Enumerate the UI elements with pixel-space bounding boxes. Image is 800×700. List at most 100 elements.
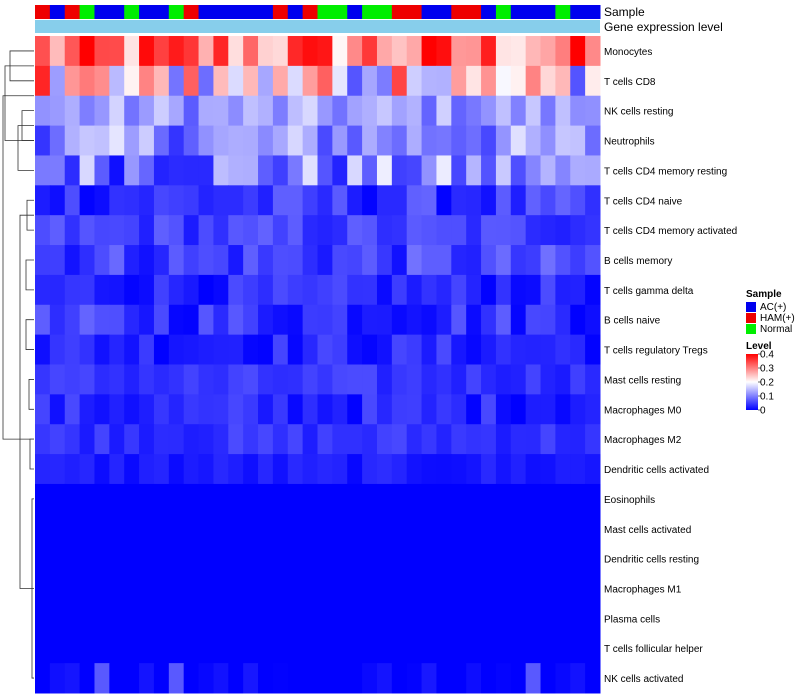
heatmap-cell (317, 155, 333, 186)
heatmap-cell (213, 513, 229, 545)
heatmap-cell (376, 155, 393, 186)
heatmap-cell (421, 513, 437, 545)
heatmap-cell (332, 424, 348, 455)
heatmap-cell (451, 364, 467, 395)
heatmap-cell (525, 543, 542, 575)
heatmap-cell (258, 304, 274, 336)
heatmap-cell (570, 573, 586, 604)
heatmap-cell (272, 364, 289, 395)
heatmap-cell (258, 483, 274, 515)
heatmap-cell (183, 573, 200, 604)
heatmap-cell (332, 95, 348, 127)
heatmap-cell (332, 454, 348, 485)
heatmap-cell (153, 424, 170, 455)
heatmap-cell (183, 603, 200, 634)
heatmap-cell (168, 573, 185, 604)
row-label: Macrophages M1 (604, 584, 682, 595)
heatmap-cell (198, 215, 214, 246)
dendrogram-branch (4, 65, 34, 141)
heatmap-cell (495, 543, 512, 575)
heatmap-cell (391, 245, 408, 276)
heatmap-cell (451, 155, 467, 186)
heatmap-cell (376, 185, 393, 216)
heatmap-cell (451, 274, 467, 306)
heatmap-cell (481, 394, 497, 425)
sample-annotation-cell (139, 5, 155, 19)
heatmap-cell (109, 155, 125, 186)
heatmap-cell (525, 454, 542, 485)
heatmap-cell (466, 394, 482, 425)
heatmap-cell (139, 633, 155, 664)
heatmap-cell (391, 603, 408, 634)
heatmap-cell (49, 394, 66, 425)
heatmap-cell (124, 603, 140, 634)
heatmap-cell (495, 245, 512, 276)
heatmap-cell (153, 274, 170, 306)
heatmap-cell (510, 454, 527, 485)
heatmap-cell (272, 424, 289, 455)
heatmap-cell (347, 65, 363, 97)
heatmap-cell (168, 543, 185, 575)
heatmap-cell (376, 364, 393, 395)
heatmap-cell (347, 334, 363, 365)
heatmap-cell (436, 215, 452, 246)
heatmap-cell (35, 185, 51, 216)
sample-annotation-cell (481, 5, 497, 19)
heatmap-cell (94, 513, 110, 545)
heatmap-cell (258, 394, 274, 425)
heatmap-cell (139, 334, 155, 365)
heatmap-cell (510, 334, 527, 365)
heatmap-cell (302, 185, 318, 216)
heatmap-cell (139, 95, 155, 127)
heatmap-cell (481, 65, 497, 97)
heatmap-cell (436, 95, 452, 127)
heatmap-cell (139, 245, 155, 276)
heatmap-cell (183, 65, 200, 97)
heatmap-cell (570, 36, 586, 67)
heatmap-cell (64, 155, 81, 186)
heatmap-cell (94, 185, 110, 216)
heatmap-cell (347, 274, 363, 306)
heatmap-cell (585, 633, 601, 664)
heatmap-cell (540, 424, 556, 455)
heatmap-cell (525, 663, 542, 694)
heatmap-cell (302, 424, 318, 455)
heatmap-cell (258, 36, 274, 67)
heatmap-cell (525, 364, 542, 395)
heatmap-cell (347, 215, 363, 246)
heatmap-cell (525, 215, 542, 246)
heatmap-cell (525, 573, 542, 604)
heatmap-cell (272, 95, 289, 127)
heatmap-cell (183, 633, 200, 664)
heatmap-cell (347, 543, 363, 575)
heatmap-cell (391, 334, 408, 365)
heatmap-cell (376, 304, 393, 336)
heatmap-cell (64, 125, 81, 156)
heatmap-cell (258, 573, 274, 604)
heatmap-cell (585, 155, 601, 186)
heatmap-cell (555, 513, 571, 545)
row-label: T cells CD4 memory activated (604, 226, 737, 237)
heatmap-cell (79, 454, 95, 485)
heatmap-cell (139, 543, 155, 575)
heatmap-cell (332, 603, 348, 634)
heatmap-cell (525, 95, 542, 127)
sample-annotation-cell (183, 5, 200, 19)
heatmap-cell (64, 633, 81, 664)
heatmap-cell (421, 125, 437, 156)
heatmap-cell (139, 274, 155, 306)
heatmap-cell (510, 155, 527, 186)
heatmap-cell (317, 573, 333, 604)
heatmap-cell (79, 36, 95, 67)
heatmap-cell (406, 603, 423, 634)
sample-annotation-cell (35, 5, 51, 19)
heatmap-cell (228, 185, 244, 216)
heatmap-cell (64, 36, 81, 67)
dendrogram-branch (29, 438, 34, 470)
heatmap-cell (124, 95, 140, 127)
heatmap-cell (332, 304, 348, 336)
heatmap-cell (153, 155, 170, 186)
heatmap-cell (510, 125, 527, 156)
heatmap-cell (153, 394, 170, 425)
heatmap-cell (243, 454, 259, 485)
